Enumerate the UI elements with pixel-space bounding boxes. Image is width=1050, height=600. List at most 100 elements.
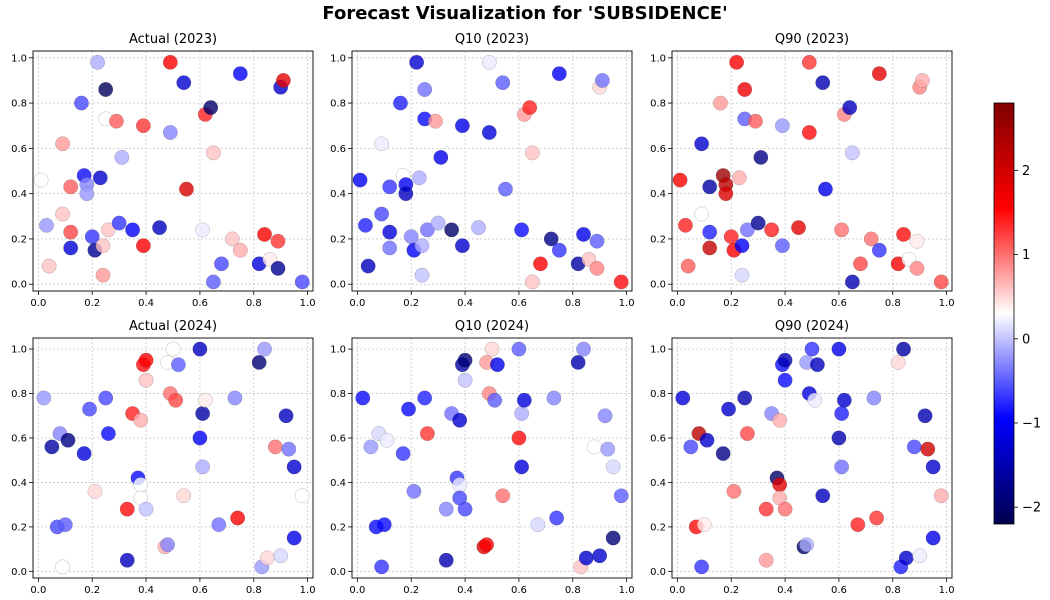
- scatter-point: [430, 215, 446, 231]
- scatter-point: [551, 242, 567, 258]
- scatter-point: [232, 242, 248, 258]
- y-tick-label: 0.0: [650, 567, 666, 578]
- scatter-point: [777, 372, 793, 388]
- scatter-point: [419, 426, 435, 442]
- subplot-title: Q90 (2023): [775, 32, 849, 47]
- scatter-point: [909, 233, 925, 249]
- scatter-point: [109, 113, 124, 129]
- scatter-point: [898, 550, 914, 566]
- scatter-point: [214, 256, 229, 272]
- subplot-title: Q90 (2024): [775, 319, 849, 334]
- scatter-point: [352, 172, 368, 188]
- scatter-point: [594, 72, 610, 88]
- y-tick-label: 0.6: [11, 434, 27, 445]
- scatter-point: [63, 224, 79, 240]
- scatter-point: [98, 82, 114, 97]
- y-tick-label: 0.0: [330, 280, 346, 291]
- scatter-point: [176, 75, 192, 91]
- scatter-point: [748, 113, 763, 129]
- scatter-point: [168, 392, 184, 408]
- scatter-point: [933, 274, 949, 290]
- scatter-point: [683, 439, 699, 455]
- scatter-point: [713, 95, 728, 111]
- scatter-point: [758, 552, 774, 568]
- y-tick-label: 1.0: [11, 345, 27, 356]
- y-tick-label: 0.8: [11, 389, 27, 400]
- scatter-point: [914, 72, 930, 88]
- x-tick-label: 0.6: [192, 585, 208, 596]
- scatter-point: [82, 401, 97, 417]
- scatter-point: [195, 222, 211, 238]
- scatter-point: [589, 233, 605, 249]
- y-tick-label: 0.2: [330, 234, 346, 245]
- x-tick-label: 0.6: [511, 298, 527, 309]
- y-tick-label: 0.2: [650, 522, 666, 533]
- subplot-grid: Actual (2023) 0.0 0.2 0.4 0.6 0.8 1.0 0.0 0.2 0.4…: [11, 32, 954, 596]
- scatter-point: [726, 483, 742, 499]
- scatter-point: [95, 267, 111, 283]
- scatter-point: [438, 501, 454, 517]
- scatter-point: [807, 392, 823, 408]
- scatter-point: [737, 82, 753, 97]
- scatter-point: [165, 341, 181, 357]
- y-tick-label: 0.8: [650, 99, 666, 110]
- scatter-point: [799, 537, 815, 553]
- y-tick-label: 0.8: [330, 99, 346, 110]
- scatter-point: [401, 401, 416, 417]
- scatter-point: [162, 125, 178, 140]
- scatter-point: [578, 550, 594, 566]
- scatter-point: [869, 510, 885, 526]
- colorbar-tick-label: −1: [1022, 416, 1041, 431]
- scatter-point: [702, 224, 718, 240]
- scatter-point: [764, 222, 780, 238]
- scatter-point: [205, 145, 221, 161]
- scatter-point: [739, 222, 755, 238]
- scatter-point: [479, 537, 495, 553]
- y-tick-label: 0.4: [650, 478, 666, 489]
- scatter-point: [774, 238, 790, 254]
- scatter-point: [818, 181, 833, 197]
- scatter-point: [457, 352, 473, 368]
- scatter-point: [551, 66, 567, 82]
- scatter-point: [896, 226, 911, 242]
- scatter-point: [834, 406, 850, 422]
- scatter-point: [605, 530, 621, 546]
- y-tick-label: 0.4: [330, 189, 346, 200]
- y-tick-label: 0.6: [11, 144, 27, 155]
- scatter-point: [737, 390, 753, 406]
- scatter-point: [729, 54, 745, 70]
- scatter-point: [374, 206, 390, 222]
- scatter-point: [495, 75, 511, 91]
- colorbar-tick-label: 0: [1022, 332, 1030, 347]
- x-tick-label: 1.0: [300, 298, 316, 309]
- scatter-point: [592, 548, 608, 564]
- scatter-point: [836, 392, 852, 408]
- scatter-point: [398, 186, 414, 202]
- scatter-point: [417, 390, 433, 406]
- scatter-point: [694, 559, 710, 575]
- scatter-point: [834, 222, 850, 238]
- scatter-point: [925, 530, 941, 546]
- scatter-point: [774, 118, 790, 134]
- scatter-point: [514, 406, 530, 422]
- scatter-point: [87, 483, 103, 499]
- scatter-point: [286, 459, 302, 475]
- scatter-point: [98, 390, 114, 406]
- scatter-point: [170, 357, 186, 373]
- scatter-point: [844, 145, 860, 161]
- scatter-point: [487, 392, 503, 408]
- scatter-point: [804, 341, 820, 357]
- scatter-point: [259, 550, 275, 566]
- y-tick-label: 0.2: [11, 522, 27, 533]
- scatter-point: [772, 477, 788, 493]
- axes-frame: [671, 337, 953, 579]
- scatter-point: [63, 240, 79, 256]
- scatter-point: [41, 258, 57, 274]
- scatter-point: [100, 426, 116, 442]
- y-tick-label: 0.4: [11, 478, 27, 489]
- scatter-point: [270, 233, 286, 249]
- scatter-point: [863, 231, 879, 247]
- scatter-point: [374, 136, 390, 152]
- scatter-point: [179, 181, 194, 197]
- scatter-point: [176, 488, 192, 504]
